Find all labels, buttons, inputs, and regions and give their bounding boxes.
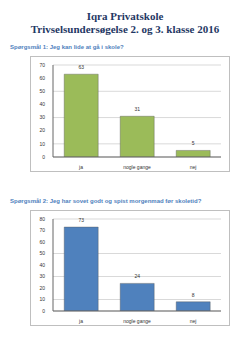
svg-text:70: 70	[39, 62, 45, 68]
svg-text:60: 60	[39, 239, 45, 245]
svg-text:20: 20	[39, 285, 45, 291]
svg-text:80: 80	[39, 216, 45, 222]
svg-text:10: 10	[39, 141, 45, 147]
svg-text:nogle gange: nogle gange	[123, 164, 151, 170]
svg-text:50: 50	[39, 250, 45, 256]
svg-text:24: 24	[134, 273, 140, 279]
html-text:Spørgsmål 1: Jeg kan lide at g: Spørgsmål 1: Jeg kan lide at gå i skole?	[10, 44, 124, 50]
svg-text:70: 70	[39, 227, 45, 233]
svg-text:60: 60	[39, 75, 45, 81]
html-text:Spørgsmål 2: Jeg har sovet god: Spørgsmål 2: Jeg har sovet godt og spist…	[10, 198, 202, 204]
svg-text:ja: ja	[78, 318, 83, 324]
svg-text:20: 20	[39, 127, 45, 133]
svg-text:40: 40	[39, 262, 45, 268]
svg-text:nej: nej	[190, 164, 197, 170]
svg-text:nogle gange: nogle gange	[123, 318, 151, 324]
svg-text:8: 8	[192, 292, 195, 298]
svg-text:5: 5	[192, 140, 195, 146]
html-text:Trivselsundersøgelse 2. og 3.: Trivselsundersøgelse 2. og 3. klasse 201…	[30, 23, 220, 35]
svg-text:31: 31	[134, 106, 140, 112]
svg-text:nej: nej	[190, 318, 197, 324]
svg-text:40: 40	[39, 101, 45, 107]
svg-text:73: 73	[78, 217, 84, 223]
svg-text:30: 30	[39, 114, 45, 120]
svg-text:ja: ja	[78, 164, 83, 170]
svg-text:30: 30	[39, 273, 45, 279]
svg-text:10: 10	[39, 296, 45, 302]
html-text:Iqra Privatskole: Iqra Privatskole	[86, 10, 164, 22]
svg-text:0: 0	[42, 154, 45, 160]
svg-text:0: 0	[42, 308, 45, 314]
svg-text:50: 50	[39, 88, 45, 94]
svg-text:63: 63	[78, 64, 84, 70]
